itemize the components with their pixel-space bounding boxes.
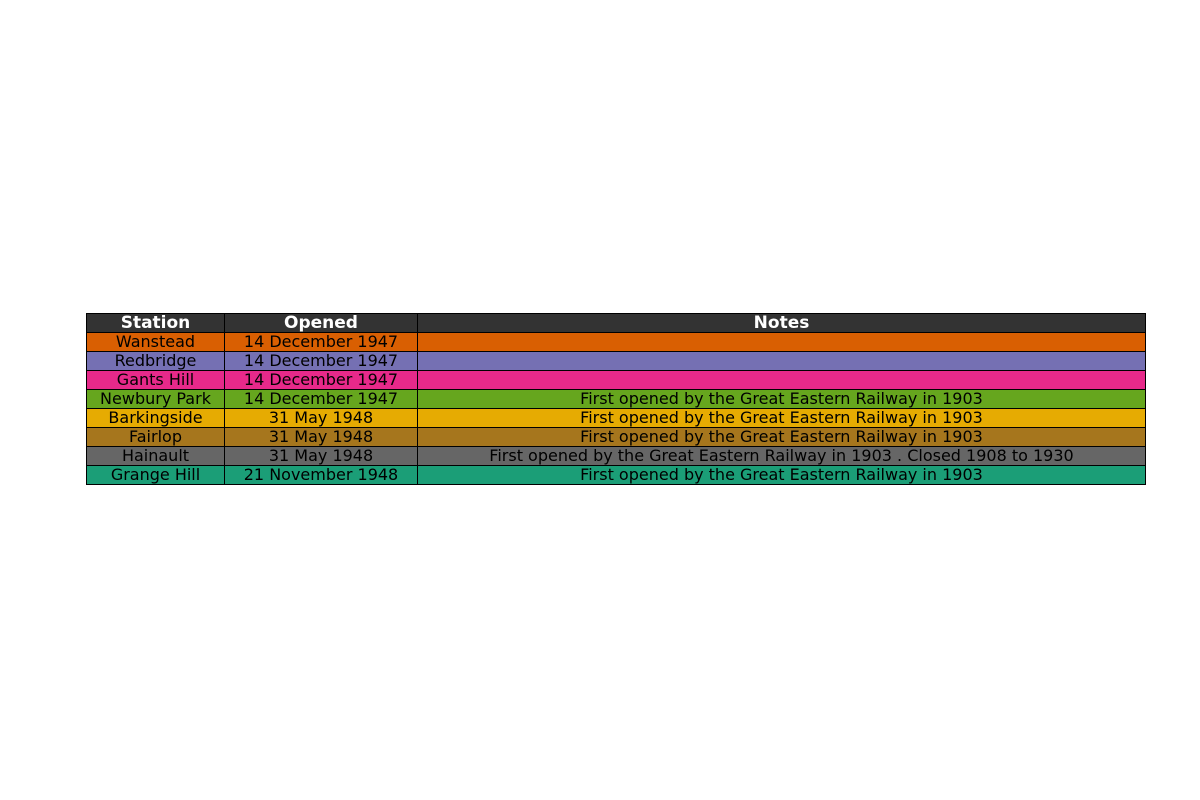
opened-cell: 14 December 1947 bbox=[224, 332, 418, 352]
notes-cell: First opened by the Great Eastern Railwa… bbox=[417, 446, 1146, 466]
opened-cell: 31 May 1948 bbox=[224, 427, 418, 447]
table-row: Newbury Park 14 December 1947 First opened… bbox=[86, 389, 1146, 409]
opened-cell: 31 May 1948 bbox=[224, 408, 418, 428]
station-cell: Wanstead bbox=[86, 332, 225, 352]
station-cell: Hainault bbox=[86, 446, 225, 466]
header-cell-opened: Opened bbox=[224, 313, 418, 333]
notes-cell: First opened by the Great Eastern Railwa… bbox=[417, 408, 1146, 428]
opened-cell: 14 December 1947 bbox=[224, 389, 418, 409]
station-cell: Barkingside bbox=[86, 408, 225, 428]
notes-cell: First opened by the Great Eastern Railwa… bbox=[417, 427, 1146, 447]
table-row: Gants Hill 14 December 1947 bbox=[86, 370, 1146, 390]
header-cell-notes: Notes bbox=[417, 313, 1146, 333]
opened-cell: 14 December 1947 bbox=[224, 370, 418, 390]
station-cell: Gants Hill bbox=[86, 370, 225, 390]
table-row: Grange Hill 21 November 1948 First opened … bbox=[86, 465, 1146, 485]
table-row: Hainault 31 May 1948 First opened by the G… bbox=[86, 446, 1146, 466]
notes-cell: First opened by the Great Eastern Railwa… bbox=[417, 465, 1146, 485]
table-row: Fairlop 31 May 1948 First opened by the Gr… bbox=[86, 427, 1146, 447]
header-cell-station: Station bbox=[86, 313, 225, 333]
table-row: Barkingside 31 May 1948 First opened by th… bbox=[86, 408, 1146, 428]
table-body: Wanstead 14 December 1947 Redbridge 14 Dece… bbox=[86, 332, 1146, 485]
notes-cell bbox=[417, 370, 1146, 390]
notes-cell: First opened by the Great Eastern Railwa… bbox=[417, 389, 1146, 409]
table-row: Redbridge 14 December 1947 bbox=[86, 351, 1146, 371]
opened-cell: 31 May 1948 bbox=[224, 446, 418, 466]
header-row: Station Opened Notes bbox=[86, 313, 1146, 333]
opened-cell: 14 December 1947 bbox=[224, 351, 418, 371]
station-cell: Newbury Park bbox=[86, 389, 225, 409]
opened-cell: 21 November 1948 bbox=[224, 465, 418, 485]
notes-cell bbox=[417, 351, 1146, 371]
station-cell: Grange Hill bbox=[86, 465, 225, 485]
stations-table: Station Opened Notes Wanstead 14 December… bbox=[86, 313, 1146, 485]
station-cell: Redbridge bbox=[86, 351, 225, 371]
table-row: Wanstead 14 December 1947 bbox=[86, 332, 1146, 352]
station-cell: Fairlop bbox=[86, 427, 225, 447]
notes-cell bbox=[417, 332, 1146, 352]
table-header: Station Opened Notes bbox=[86, 313, 1146, 333]
